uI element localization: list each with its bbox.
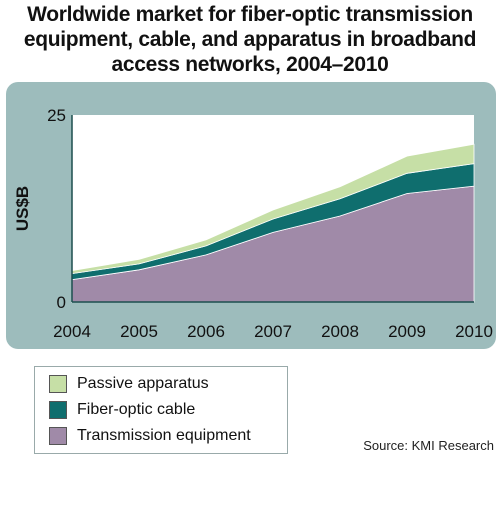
legend-label: Passive apparatus — [77, 375, 209, 392]
title-line-3: access networks, 2004–2010 — [111, 53, 389, 76]
legend-item: Transmission equipment — [49, 425, 251, 447]
x-tick-label: 2009 — [388, 322, 426, 341]
legend-label: Transmission equipment — [77, 427, 251, 444]
y-tick-label: 0 — [57, 293, 66, 312]
legend-swatch — [49, 401, 67, 419]
title-line-1: Worldwide market for fiber-optic transmi… — [27, 3, 473, 26]
chart-title: Worldwide market for fiber-optic transmi… — [0, 2, 500, 77]
legend-swatch — [49, 427, 67, 445]
legend-label: Fiber-optic cable — [77, 401, 196, 418]
source-note: Source: KMI Research — [363, 438, 494, 453]
x-tick-label: 2006 — [187, 322, 225, 341]
x-tick-label: 2008 — [321, 322, 359, 341]
y-tick-label: 25 — [47, 106, 66, 125]
x-tick-label: 2007 — [254, 322, 292, 341]
y-axis-label: US$B — [13, 186, 32, 231]
x-tick-label: 2005 — [120, 322, 158, 341]
x-tick-label: 2004 — [53, 322, 91, 341]
area-passive-apparatus — [71, 143, 475, 275]
legend: Passive apparatus Fiber-optic cable Transm… — [34, 366, 288, 454]
legend-item: Passive apparatus — [49, 373, 209, 395]
x-tick-label: 2010 — [455, 322, 493, 341]
legend-item: Fiber-optic cable — [49, 399, 195, 421]
legend-swatch — [49, 375, 67, 393]
title-line-2: equipment, cable, and apparatus in broad… — [23, 28, 477, 51]
stacked-area-chart: 0 25 US$B 2004 2005 2006 2007 2008 2009 2010 — [13, 106, 493, 341]
